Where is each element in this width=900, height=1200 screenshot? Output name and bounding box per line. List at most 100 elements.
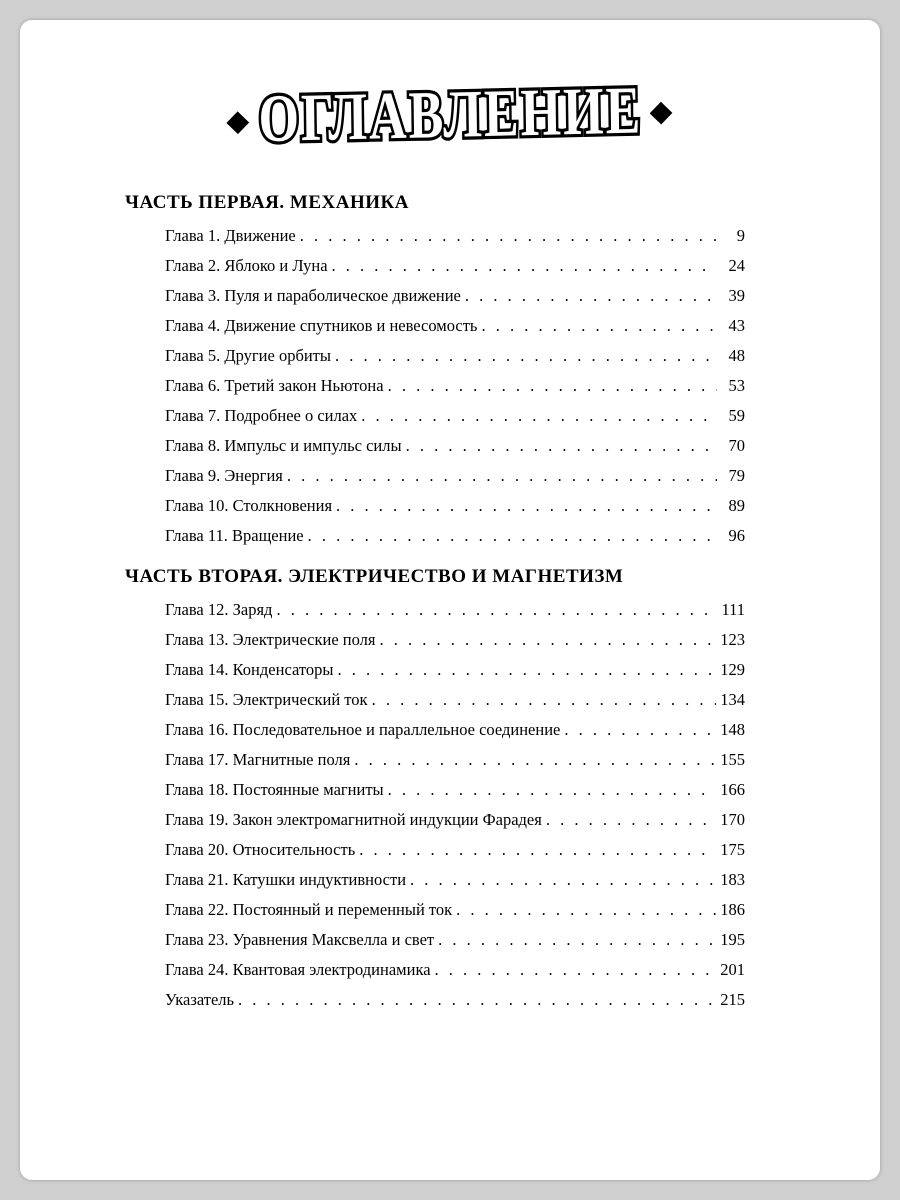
table-of-contents: ЧАСТЬ ПЕРВАЯ. МЕХАНИКА Глава 1. Движение 9… <box>95 192 805 1008</box>
toc-section: Глава 1. Движение 9 Глава 2. Яблоко и Луна… <box>165 228 745 545</box>
dot-leader <box>359 842 716 859</box>
toc-label: Глава 7. Подробнее о силах <box>165 408 357 425</box>
toc-page-number: 89 <box>721 498 745 515</box>
dot-leader <box>335 348 717 365</box>
dot-leader <box>361 408 717 425</box>
part-heading: ЧАСТЬ ПЕРВАЯ. МЕХАНИКА <box>125 192 805 214</box>
toc-label: Глава 24. Квантовая электродинамика <box>165 962 431 979</box>
toc-row: Глава 21. Катушки индуктивности183 <box>165 872 745 889</box>
toc-row: Глава 22. Постоянный и переменный ток186 <box>165 902 745 919</box>
toc-label: Глава 21. Катушки индуктивности <box>165 872 406 889</box>
toc-label: Глава 1. Движение <box>165 228 296 245</box>
toc-row: Глава 3. Пуля и параболическое движение 3… <box>165 288 745 305</box>
title-wrap: ◆ОГЛАВЛЕНИЕ◆ <box>95 90 805 142</box>
toc-page-number: 186 <box>720 902 745 919</box>
dot-leader <box>564 722 716 739</box>
toc-label: Глава 6. Третий закон Ньютона <box>165 378 384 395</box>
page-card: ◆ОГЛАВЛЕНИЕ◆ ЧАСТЬ ПЕРВАЯ. МЕХАНИКАГлава… <box>20 20 880 1180</box>
toc-label: Глава 10. Столкновения <box>165 498 332 515</box>
toc-page-number: 79 <box>721 468 745 485</box>
toc-label: Глава 11. Вращение <box>165 528 304 545</box>
toc-row: Глава 20. Относительность175 <box>165 842 745 859</box>
dot-leader <box>276 602 717 619</box>
part-heading: ЧАСТЬ ВТОРАЯ. ЭЛЕКТРИЧЕСТВО И МАГНЕТИЗМ <box>125 566 805 588</box>
toc-row: Глава 6. Третий закон Ньютона 53 <box>165 378 745 395</box>
toc-row: Глава 13. Электрические поля 123 <box>165 632 745 649</box>
toc-label: Указатель <box>165 992 234 1009</box>
toc-page-number: 70 <box>721 438 745 455</box>
toc-label: Глава 2. Яблоко и Луна <box>165 258 328 275</box>
toc-row: Глава 2. Яблоко и Луна 24 <box>165 258 745 275</box>
toc-page-number: 166 <box>720 782 745 799</box>
toc-label: Глава 5. Другие орбиты <box>165 348 331 365</box>
toc-label: Глава 8. Импульс и импульс силы <box>165 438 402 455</box>
toc-page-number: 134 <box>720 692 745 709</box>
toc-label: Глава 9. Энергия <box>165 468 283 485</box>
toc-page-number: 53 <box>721 378 745 395</box>
dot-leader <box>456 902 716 919</box>
toc-row: Глава 17. Магнитные поля 155 <box>165 752 745 769</box>
dot-leader <box>435 962 717 979</box>
toc-row: Глава 23. Уравнения Максвелла и свет195 <box>165 932 745 949</box>
toc-page-number: 43 <box>721 318 745 335</box>
dot-leader <box>438 932 716 949</box>
toc-page-number: 129 <box>720 662 745 679</box>
dot-leader <box>337 662 716 679</box>
toc-page-number: 215 <box>720 992 745 1009</box>
toc-label: Глава 17. Магнитные поля <box>165 752 350 769</box>
toc-row: Глава 12. Заряд 111 <box>165 602 745 619</box>
title-text: ОГЛАВЛЕНИЕ <box>258 74 643 157</box>
toc-label: Глава 18. Постоянные магниты <box>165 782 384 799</box>
dot-leader <box>388 782 717 799</box>
toc-label: Глава 19. Закон электромагнитной индукци… <box>165 812 542 829</box>
toc-page-number: 155 <box>720 752 745 769</box>
toc-label: Глава 16. Последовательное и параллельно… <box>165 722 560 739</box>
dot-leader <box>546 812 716 829</box>
dot-leader <box>372 692 717 709</box>
toc-row: Указатель 215 <box>165 992 745 1009</box>
toc-page-number: 111 <box>721 602 745 619</box>
toc-page-number: 123 <box>720 632 745 649</box>
dot-leader <box>300 228 717 245</box>
dot-leader <box>388 378 717 395</box>
dot-leader <box>380 632 717 649</box>
dot-leader <box>308 528 717 545</box>
toc-page-number: 148 <box>720 722 745 739</box>
toc-page-number: 170 <box>720 812 745 829</box>
toc-row: Глава 10. Столкновения 89 <box>165 498 745 515</box>
toc-label: Глава 15. Электрический ток <box>165 692 368 709</box>
toc-row: Глава 14. Конденсаторы 129 <box>165 662 745 679</box>
page-title: ◆ОГЛАВЛЕНИЕ◆ <box>218 77 682 155</box>
toc-row: Глава 4. Движение спутников и невесомост… <box>165 318 745 335</box>
toc-row: Глава 15. Электрический ток 134 <box>165 692 745 709</box>
dot-leader <box>332 258 717 275</box>
dot-leader <box>465 288 717 305</box>
toc-row: Глава 11. Вращение96 <box>165 528 745 545</box>
dot-leader <box>481 318 717 335</box>
toc-row: Глава 1. Движение 9 <box>165 228 745 245</box>
toc-label: Глава 4. Движение спутников и невесомост… <box>165 318 477 335</box>
dot-leader <box>238 992 716 1009</box>
toc-label: Глава 13. Электрические поля <box>165 632 376 649</box>
toc-row: Глава 19. Закон электромагнитной индукци… <box>165 812 745 829</box>
toc-page-number: 39 <box>721 288 745 305</box>
toc-page-number: 24 <box>721 258 745 275</box>
toc-label: Глава 3. Пуля и параболическое движение <box>165 288 461 305</box>
toc-row: Глава 5. Другие орбиты 48 <box>165 348 745 365</box>
toc-row: Глава 8. Импульс и импульс силы 70 <box>165 438 745 455</box>
toc-page-number: 201 <box>720 962 745 979</box>
bullet-icon: ◆ <box>226 108 250 137</box>
toc-label: Глава 14. Конденсаторы <box>165 662 333 679</box>
bullet-icon: ◆ <box>650 98 674 127</box>
toc-page-number: 59 <box>721 408 745 425</box>
dot-leader <box>336 498 717 515</box>
toc-section: Глава 12. Заряд 111 Глава 13. Электрически… <box>165 602 745 1009</box>
dot-leader <box>410 872 716 889</box>
dot-leader <box>406 438 717 455</box>
toc-page-number: 175 <box>720 842 745 859</box>
toc-label: Глава 12. Заряд <box>165 602 272 619</box>
toc-row: Глава 9. Энергия 79 <box>165 468 745 485</box>
toc-page-number: 195 <box>720 932 745 949</box>
toc-page-number: 9 <box>721 228 745 245</box>
toc-page-number: 48 <box>721 348 745 365</box>
